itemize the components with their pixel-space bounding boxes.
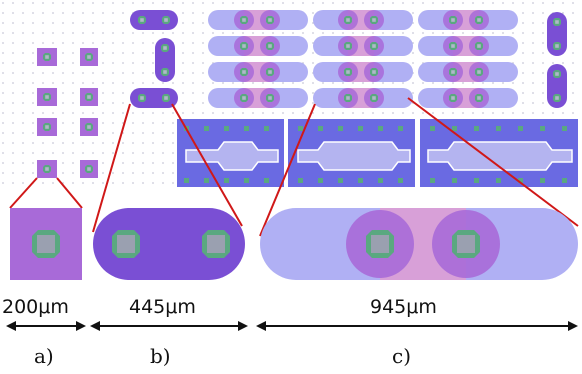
zoom-b-stadium-pad [93,208,245,280]
zoom-c-stadium-pad [260,208,578,280]
dimension-arrows [6,321,578,331]
dimension-label-c: 945μm [370,296,437,318]
panel-label-a: a) [34,344,54,368]
dimension-label-a: 200μm [2,296,69,318]
vertical-pad-array [547,12,567,108]
square-pad-array [37,48,98,178]
dimension-label-b: 445μm [129,296,196,318]
stadium-pad-array-small [130,10,178,108]
stadium-pad-array-large [208,10,518,108]
panel-label-c: c) [392,344,412,368]
channel-block-array [177,119,578,187]
panel-label-b: b) [150,344,171,368]
zoom-lines [9,97,579,237]
zoom-a-square-pad [10,208,82,280]
